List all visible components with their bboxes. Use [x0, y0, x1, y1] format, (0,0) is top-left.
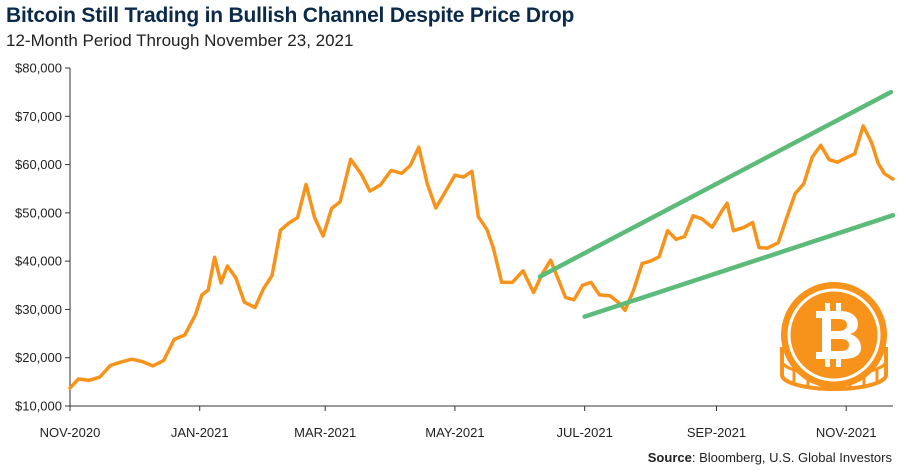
- bitcoin-coin-icon: [780, 282, 888, 391]
- x-tick-label: NOV-2021: [816, 425, 877, 440]
- y-tick-label: $40,000: [15, 254, 62, 269]
- y-tick-label: $60,000: [15, 157, 62, 172]
- x-tick-label: MAY-2021: [425, 425, 484, 440]
- source-label: Source: [647, 450, 692, 465]
- y-tick-label: $30,000: [15, 302, 62, 317]
- channel-upper-line: [537, 89, 894, 279]
- y-tick-label: $80,000: [15, 61, 62, 76]
- series-layer: [68, 124, 895, 390]
- y-axis: $80,000 $70,000 $60,000 $50,000 $40,000 $30,0…: [15, 61, 71, 414]
- chart-title: Bitcoin Still Trading in Bullish Channel…: [6, 4, 575, 27]
- y-tick-label: $20,000: [15, 350, 62, 365]
- channel-lower-line: [582, 213, 896, 319]
- source-note: Source: Bloomberg, U.S. Global Investors: [648, 450, 892, 465]
- x-tick-label: NOV-2020: [40, 425, 101, 440]
- bitcoin-symbol: [816, 303, 861, 367]
- x-tick-label: JAN-2021: [171, 425, 229, 440]
- x-tick-label: SEP-2021: [687, 425, 746, 440]
- y-tick-label: $50,000: [15, 205, 62, 220]
- y-tick-label: $10,000: [15, 399, 62, 414]
- x-tick-label: MAR-2021: [294, 425, 356, 440]
- chart-subtitle: 12-Month Period Through November 23, 202…: [6, 31, 354, 50]
- x-tick-label: JUL-2021: [556, 425, 612, 440]
- x-axis: NOV-2020 JAN-2021 MAR-2021 MAY-2021 JUL-2021…: [40, 405, 893, 440]
- coin-ring: [787, 288, 881, 382]
- bitcoin-price-line: [68, 124, 895, 390]
- source-text: : Bloomberg, U.S. Global Investors: [691, 450, 892, 465]
- y-tick-label: $70,000: [15, 109, 62, 124]
- channel-layer: [537, 89, 896, 319]
